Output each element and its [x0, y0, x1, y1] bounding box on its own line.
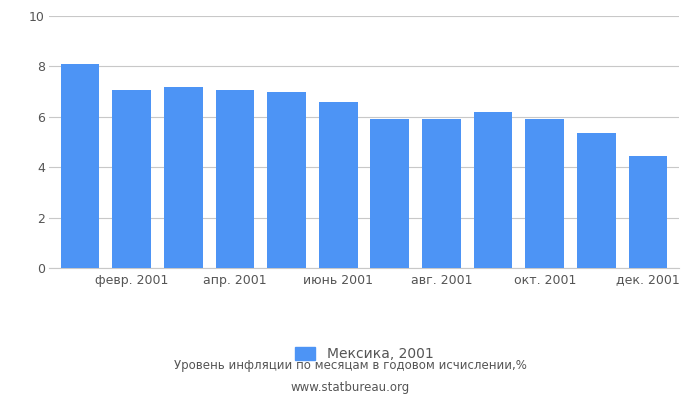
Bar: [422, 118, 461, 268]
Bar: [164, 86, 202, 268]
Bar: [267, 92, 306, 268]
Text: www.statbureau.org: www.statbureau.org: [290, 381, 410, 394]
Bar: [216, 90, 254, 268]
Text: Уровень инфляции по месяцам в годовом исчислении,%: Уровень инфляции по месяцам в годовом ис…: [174, 360, 526, 372]
Bar: [61, 64, 99, 268]
Bar: [112, 90, 151, 268]
Bar: [577, 133, 616, 268]
Bar: [318, 102, 358, 268]
Bar: [474, 112, 512, 268]
Bar: [629, 156, 667, 268]
Legend: Мексика, 2001: Мексика, 2001: [289, 342, 439, 367]
Bar: [370, 119, 410, 268]
Bar: [526, 119, 564, 268]
